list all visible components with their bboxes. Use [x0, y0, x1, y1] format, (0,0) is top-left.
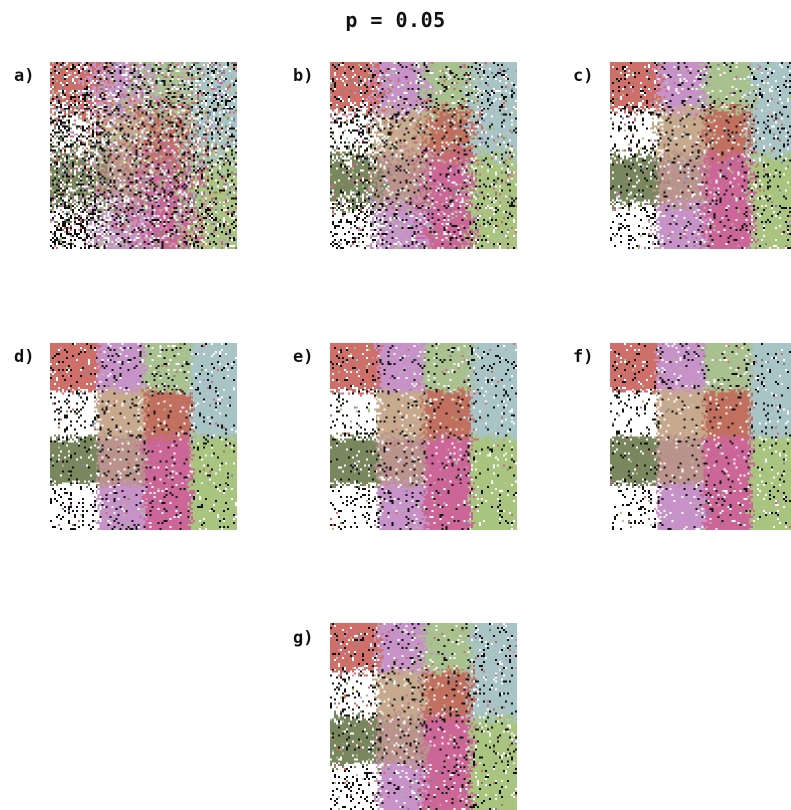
panel-c-image: [610, 62, 791, 249]
panel-g-image: [330, 623, 517, 810]
panel-label-c: c): [573, 66, 594, 86]
panel-a-image: [50, 62, 237, 249]
panel-b-image: [330, 62, 517, 249]
panel-label-a: a): [14, 66, 35, 86]
panel-e-image: [330, 343, 517, 530]
panel-label-g: g): [293, 628, 314, 648]
panel-d-image: [50, 343, 237, 530]
panel-label-e: e): [293, 347, 314, 367]
panel-label-b: b): [293, 66, 314, 86]
panel-label-d: d): [14, 347, 35, 367]
figure-title: p = 0.05: [345, 8, 446, 32]
panel-label-f: f): [573, 347, 594, 367]
panel-f-image: [610, 343, 791, 530]
